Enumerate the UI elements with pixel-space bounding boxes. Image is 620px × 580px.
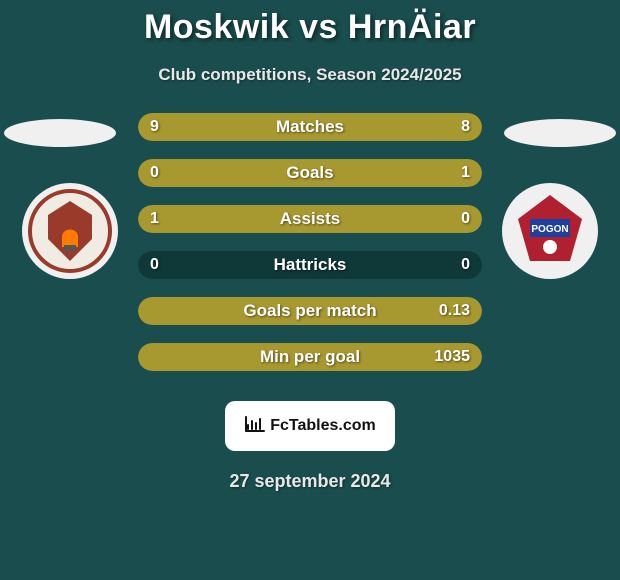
stat-label: Goals per match bbox=[243, 301, 376, 321]
stat-value-left: 1 bbox=[150, 210, 159, 228]
stat-value-left: 0 bbox=[150, 164, 159, 182]
brand-banner[interactable]: FcTables.com bbox=[225, 401, 395, 451]
subtitle: Club competitions, Season 2024/2025 bbox=[0, 65, 620, 85]
club-badge-left bbox=[22, 183, 118, 279]
chart-icon bbox=[244, 415, 266, 438]
club-badge-left-icon bbox=[28, 189, 112, 273]
stat-label: Min per goal bbox=[260, 347, 360, 367]
stat-row: Min per goal 1035 bbox=[138, 343, 482, 371]
page-title: Moskwik vs HrnÄiar bbox=[0, 8, 620, 47]
stat-label: Goals bbox=[286, 163, 333, 183]
stat-label: Matches bbox=[276, 117, 344, 137]
stat-value-left: 0 bbox=[150, 256, 159, 274]
stat-value-right: 0 bbox=[461, 210, 470, 228]
club-badge-right-icon: POGON bbox=[508, 189, 592, 273]
club-badge-right: POGON bbox=[502, 183, 598, 279]
stat-row: 0 Goals 1 bbox=[138, 159, 482, 187]
stat-value-right: 8 bbox=[461, 118, 470, 136]
comparison-card: Moskwik vs HrnÄiar Club competitions, Se… bbox=[0, 0, 620, 492]
stat-value-right: 1 bbox=[461, 164, 470, 182]
stat-bars: 9 Matches 8 0 Goals 1 1 Assists 0 0 Hattricks 0 Goal… bbox=[138, 113, 482, 371]
date-line: 27 september 2024 bbox=[0, 471, 620, 492]
stat-value-right: 0.13 bbox=[439, 302, 470, 320]
stat-row: 9 Matches 8 bbox=[138, 113, 482, 141]
svg-text:POGON: POGON bbox=[531, 224, 568, 235]
player-image-placeholder-left bbox=[4, 119, 116, 147]
stat-value-left: 9 bbox=[150, 118, 159, 136]
stat-value-right: 0 bbox=[461, 256, 470, 274]
stat-row: 0 Hattricks 0 bbox=[138, 251, 482, 279]
stat-label: Assists bbox=[280, 209, 340, 229]
stat-row: 1 Assists 0 bbox=[138, 205, 482, 233]
stat-value-right: 1035 bbox=[434, 348, 470, 366]
brand-text: FcTables.com bbox=[270, 417, 376, 435]
stat-label: Hattricks bbox=[274, 255, 347, 275]
stat-row: Goals per match 0.13 bbox=[138, 297, 482, 325]
chart-area: POGON 9 Matches 8 0 Goals 1 1 Assists 0 0 Hattrick… bbox=[0, 113, 620, 383]
player-image-placeholder-right bbox=[504, 119, 616, 147]
stat-bar-right bbox=[320, 113, 482, 141]
